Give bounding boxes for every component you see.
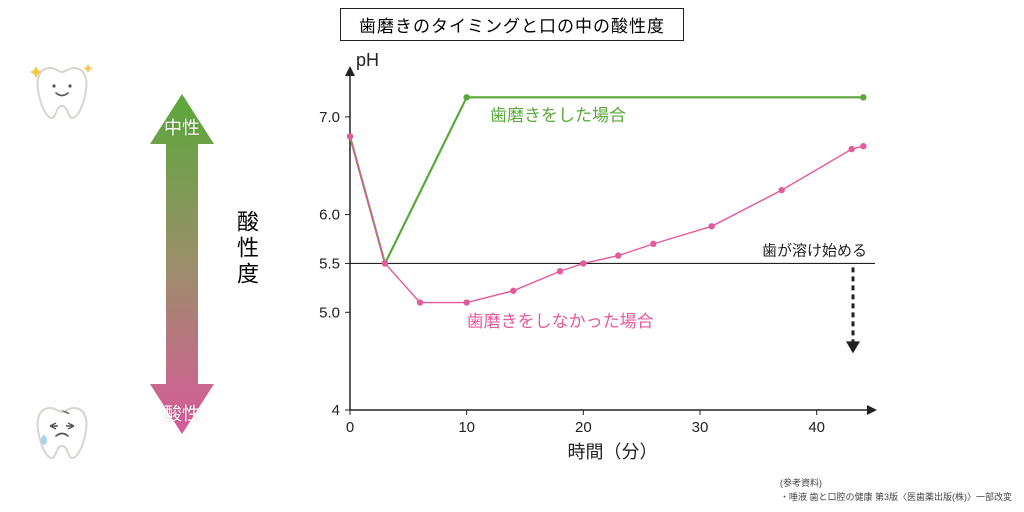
svg-text:歯磨きをした場合: 歯磨きをした場合	[490, 106, 626, 125]
svg-text:40: 40	[808, 419, 825, 436]
svg-text:5.5: 5.5	[319, 255, 340, 272]
svg-text:7.0: 7.0	[319, 109, 340, 126]
svg-text:0: 0	[346, 419, 354, 436]
svg-text:5.0: 5.0	[319, 304, 340, 321]
svg-text:30: 30	[692, 419, 709, 436]
acid-label: 酸性	[164, 400, 200, 426]
reference-line: ・唾液 歯と口腔の健康 第3版〈医歯薬出版(株)〉一部改変	[780, 491, 1012, 505]
svg-text:20: 20	[575, 419, 592, 436]
chart-title: 歯磨きのタイミングと口の中の酸性度	[340, 8, 684, 41]
svg-text:歯が溶け始める: 歯が溶け始める	[762, 242, 867, 259]
reference-footer: (参考資料) ・唾液 歯と口腔の健康 第3版〈医歯薬出版(株)〉一部改変	[780, 477, 1012, 504]
acidity-legend: 中性 酸性 酸性度	[20, 60, 270, 480]
tooth-sad-icon	[30, 400, 94, 464]
svg-text:歯磨きをしなかった場合: 歯磨きをしなかった場合	[467, 312, 654, 331]
reference-head: (参考資料)	[780, 477, 1012, 491]
ph-chart: pH45.05.56.07.0010203040時間（分）歯が溶け始める歯磨きを…	[300, 50, 890, 470]
neutral-label: 中性	[164, 114, 200, 140]
svg-text:10: 10	[458, 419, 475, 436]
svg-text:pH: pH	[356, 50, 379, 70]
svg-text:時間（分）: 時間（分）	[568, 442, 658, 462]
svg-text:4: 4	[332, 402, 340, 419]
acidity-axis-label: 酸性度	[230, 210, 262, 288]
acidity-arrow-icon	[150, 94, 214, 434]
tooth-happy-icon	[30, 60, 94, 124]
svg-text:6.0: 6.0	[319, 207, 340, 224]
